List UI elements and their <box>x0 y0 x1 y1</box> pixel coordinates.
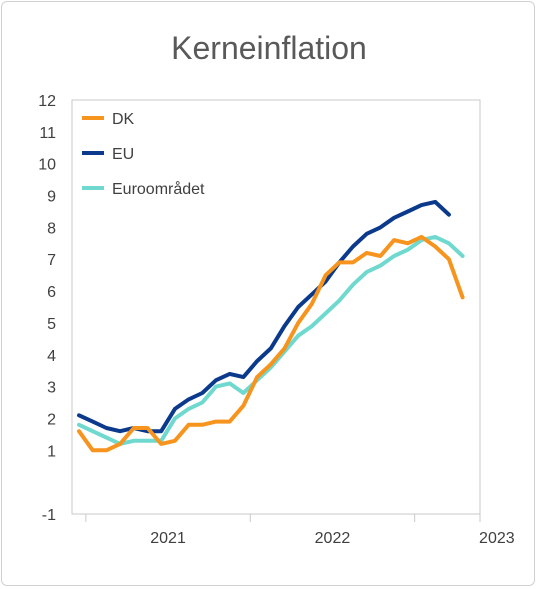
y-tick-label: 9 <box>47 189 56 206</box>
y-tick-label: -1 <box>42 507 56 524</box>
legend-label: EU <box>112 146 134 163</box>
y-tick-label: 3 <box>47 380 56 397</box>
y-tick-label: 10 <box>38 157 56 174</box>
x-tick-label: 2022 <box>315 530 351 547</box>
y-tick-label: 1 <box>47 443 56 460</box>
y-tick-label: 11 <box>39 125 56 142</box>
x-tick-label: 2023 <box>479 530 515 547</box>
x-tick-label: 2021 <box>150 530 186 547</box>
plot-area <box>71 99 481 515</box>
y-axis-ticks: 12 11 10 9 8 7 6 5 4 3 2 1 -1 <box>38 93 56 524</box>
y-tick-label: 4 <box>47 348 56 365</box>
legend-label: DK <box>112 111 135 128</box>
legend-label: Euroområdet <box>112 180 205 198</box>
chart-title: Kerneinflation <box>171 30 367 66</box>
y-tick-label: 2 <box>47 411 56 428</box>
series-line-eu <box>77 199 451 434</box>
legend: DK EU Euroområdet <box>76 104 218 200</box>
y-tick-label: 8 <box>47 220 56 237</box>
plot-frame <box>71 99 481 515</box>
y-tick-label: 5 <box>47 316 56 333</box>
series-line-euroomr-det <box>77 234 465 446</box>
y-tick-label: 7 <box>47 252 56 269</box>
y-tick-label: 6 <box>47 284 56 301</box>
series-lines <box>77 199 465 453</box>
y-tick-label: 12 <box>38 93 56 110</box>
series-line-dk <box>77 234 465 453</box>
x-axis-ticks: 2021 2022 2023 <box>85 514 515 547</box>
